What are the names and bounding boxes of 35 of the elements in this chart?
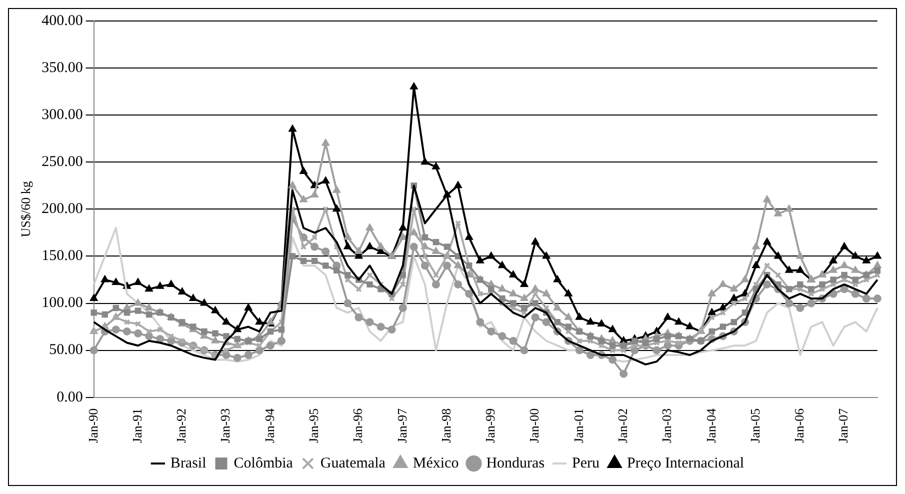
x-tick-label: Jan-02 (614, 408, 630, 444)
x-tick-label: Jan-98 (438, 408, 454, 444)
x-tick-label: Jan-01 (570, 408, 586, 444)
y-tick-label: 100.00 (42, 295, 83, 312)
legend-label: Preço Internacional (627, 455, 744, 472)
x-tick-label: Jan-04 (703, 408, 718, 444)
x-tick-label: Jan-92 (174, 408, 189, 444)
x-tick-label: Jan-99 (482, 408, 498, 444)
legend-label: Colômbia (234, 455, 294, 472)
y-tick-label: 0.00 (56, 389, 83, 406)
y-tick-label: 400.00 (42, 12, 83, 29)
y-tick-label: 350.00 (42, 60, 83, 76)
legend-label: México (412, 455, 459, 472)
legend-label: Guatemala (320, 455, 386, 472)
legend-label: Brasil (170, 455, 206, 472)
x-tick-label: Jan-93 (218, 408, 233, 444)
x-tick-label: Jan-96 (350, 408, 366, 444)
x-tick-label: Jan-91 (129, 408, 144, 444)
x-tick-label: Jan-06 (792, 408, 807, 444)
x-tick-label: Jan-05 (747, 408, 762, 444)
x-tick-label: Jan-97 (394, 408, 410, 444)
y-tick-label: 250.00 (42, 154, 83, 170)
x-tick-label: Jan-90 (85, 408, 100, 444)
y-axis-title: US$/60 kg (18, 180, 34, 238)
y-tick-label: 200.00 (42, 201, 83, 218)
x-tick-label: Jan-00 (526, 408, 542, 444)
x-tick-label: Jan-94 (262, 408, 277, 444)
x-tick-label: Jan-95 (306, 408, 321, 444)
y-tick-label: 50.00 (49, 342, 83, 358)
legend-label: Honduras (486, 455, 545, 472)
x-tick-label: Jan-03 (659, 408, 674, 444)
x-tick-label: Jan-07 (836, 408, 851, 444)
y-tick-label: 300.00 (42, 107, 83, 124)
legend-label: Peru (572, 455, 600, 472)
y-tick-label: 150.00 (42, 248, 83, 264)
